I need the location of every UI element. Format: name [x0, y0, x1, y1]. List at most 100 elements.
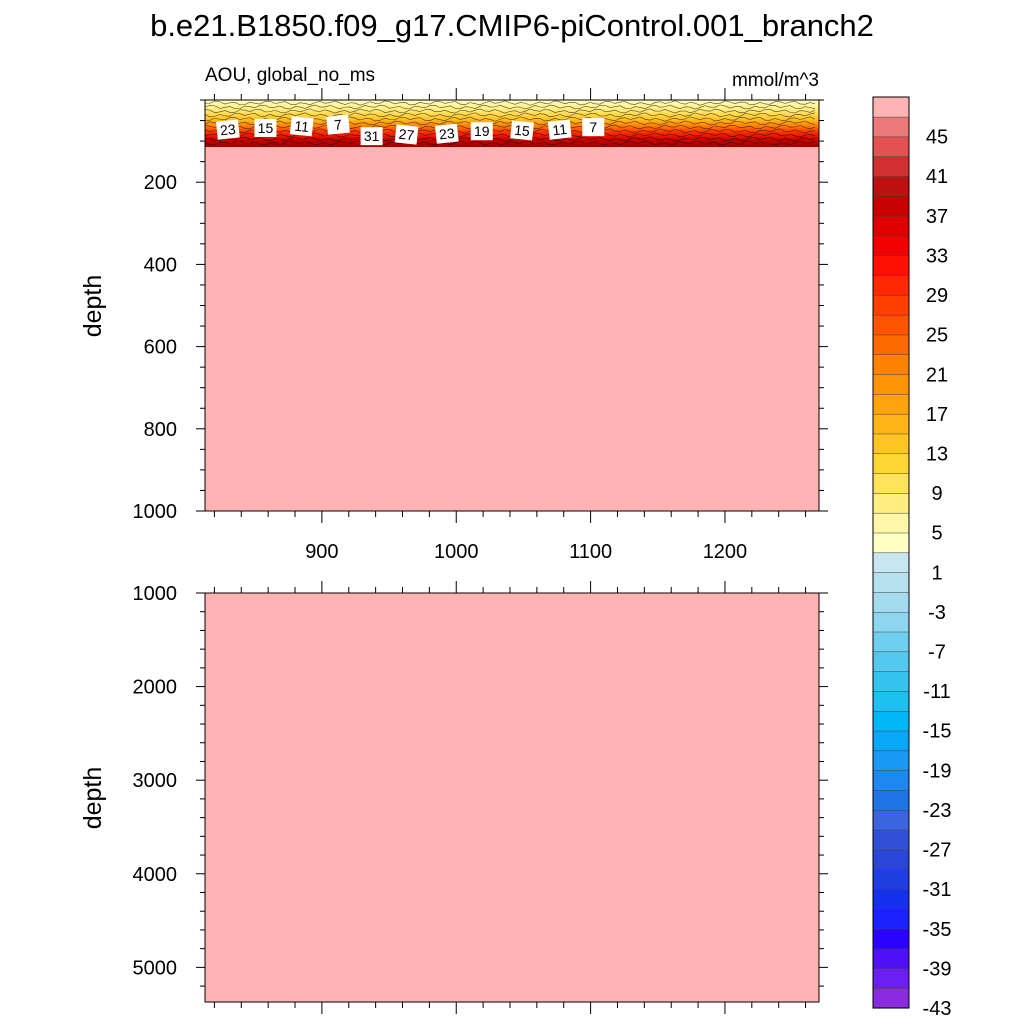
colorbar-swatch [872, 631, 910, 653]
colorbar-swatch [872, 413, 910, 435]
contour-line [205, 140, 816, 146]
colorbar-swatch [872, 116, 910, 138]
contour-label-text: 11 [552, 121, 568, 138]
x-tick-label: 1100 [569, 541, 612, 563]
contour-label: 11 [547, 119, 572, 140]
contour-label-text: 27 [398, 126, 415, 144]
contour-label-box [470, 122, 493, 141]
contour-label-box [326, 114, 350, 135]
colorbar-tick-label: 41 [926, 166, 948, 188]
colorbar-swatch [872, 156, 910, 177]
contour-label: 7 [582, 118, 605, 137]
colorbar-swatch [872, 908, 910, 930]
colorbar-tick-label: 29 [926, 285, 948, 307]
colorbar-swatch [872, 968, 910, 989]
y-tick-label: 4000 [133, 864, 178, 886]
contour-label-text: 15 [513, 122, 530, 140]
contour-line [205, 100, 816, 106]
colorbar-swatch [872, 869, 910, 890]
colorbar-swatch [872, 789, 910, 811]
colorbar-swatch [872, 294, 910, 316]
colorbar-tick-label: -35 [923, 919, 952, 941]
top-x-axis: 900 1000 1100 1200 [213, 88, 807, 563]
top-y-axis-label: depth [79, 275, 107, 338]
colorbar-tick-label: 5 [931, 523, 942, 545]
y-tick-label: 200 [144, 172, 177, 194]
contour-label-box [289, 116, 314, 137]
x-tick-label: 900 [305, 541, 338, 563]
colorbar-swatch [872, 730, 910, 752]
colorbar-tick-label: 13 [926, 443, 948, 465]
contour-label-text: 7 [589, 119, 597, 135]
contour-line [205, 108, 816, 114]
x-tick-label: 1000 [434, 541, 479, 563]
colorbar-swatch [872, 274, 910, 296]
bottom-y-axis-label: depth [79, 767, 107, 830]
colorbar-swatch [872, 690, 910, 712]
colorbar-tick-label: -7 [928, 642, 946, 664]
colorbar-tick-label: 25 [926, 325, 948, 347]
colorbar-swatch [872, 532, 910, 554]
y-tick-label: 400 [144, 254, 177, 276]
colorbar-swatch [872, 334, 910, 355]
colorbar-tick-label: -43 [923, 998, 952, 1020]
contour-label: 11 [289, 116, 314, 137]
colorbar-frame [872, 96, 910, 1009]
y-tick-label: 2000 [133, 677, 178, 699]
colorbar-tick-label: 33 [926, 245, 948, 267]
colorbar-tick-label: 45 [926, 127, 948, 149]
contour-label-box [547, 119, 572, 140]
colorbar-tick-label: -39 [923, 958, 952, 980]
contour-label-box [360, 127, 383, 146]
y-tick-label: 1000 [133, 501, 178, 523]
colorbar-swatch [872, 96, 910, 118]
bottom-x-axis [213, 581, 807, 1014]
contour-label-text: 7 [333, 116, 343, 133]
colorbar-swatch [872, 770, 910, 791]
units-label: mmol/m^3 [732, 70, 819, 91]
colorbar-swatch [872, 611, 910, 633]
contour-label-box [215, 119, 240, 140]
colorbar-swatch [872, 651, 910, 672]
contour-label-box [582, 118, 605, 137]
top-y-axis: 200 400 600 800 1000 [133, 99, 828, 523]
contour-label-text: 11 [294, 118, 310, 135]
colorbar-swatch [872, 492, 910, 514]
colorbar-tick-label: -19 [923, 760, 952, 782]
colorbar-tick-label: -11 [923, 681, 950, 703]
colorbar-tick-label: -31 [923, 879, 952, 901]
contour-label-box [510, 120, 534, 141]
contour-label-text: 23 [219, 121, 236, 139]
contour-labels: 23 15 11 7 31 27 23 19 15 11 7 [215, 114, 605, 146]
colorbar-tick-label: 37 [926, 206, 948, 228]
y-tick-label: 600 [144, 337, 177, 359]
colorbar-swatch [872, 809, 910, 831]
contour-label-box [254, 118, 277, 137]
colorbar-swatch [872, 888, 910, 910]
colorbar-swatch [872, 473, 910, 494]
contour-label: 31 [360, 127, 383, 146]
colorbar-swatch [872, 928, 910, 950]
variable-label: AOU, global_no_ms [205, 65, 375, 86]
contour-line [205, 104, 816, 110]
colorbar-tick-label: -15 [923, 721, 952, 743]
colorbar-tick-label: 9 [931, 483, 942, 505]
contour-label-text: 15 [258, 120, 274, 136]
contour-label: 19 [470, 122, 493, 141]
colorbar-swatch [872, 354, 910, 375]
bottom-panel: 1000 2000 3000 4000 5000 depth [79, 581, 828, 1014]
colorbar-swatch [872, 255, 910, 276]
contour-line [205, 136, 816, 142]
colorbar-swatch [872, 512, 910, 534]
contour-label: 15 [254, 118, 277, 137]
contour-line [205, 112, 816, 118]
colorbar-swatch [872, 393, 910, 415]
bottom-y-axis: 1000 2000 3000 4000 5000 [133, 583, 828, 987]
contour-label: 7 [326, 114, 350, 135]
colorbar-swatch [872, 948, 910, 969]
bottom-panel-field [205, 593, 819, 1002]
colorbar-swatch [872, 750, 910, 771]
figure-title: b.e21.B1850.f09_g17.CMIP6-piControl.001_… [150, 8, 874, 43]
colorbar-swatch [872, 235, 910, 256]
